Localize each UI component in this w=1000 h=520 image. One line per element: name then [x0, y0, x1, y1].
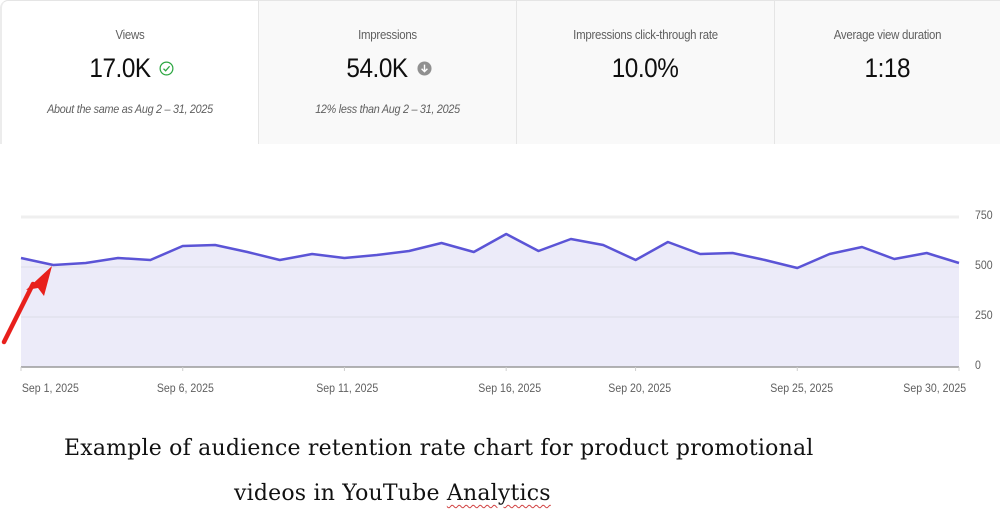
metric-value: 10.0%	[612, 53, 679, 83]
y-tick-label: 500	[975, 258, 993, 272]
metric-card-avg-view-duration[interactable]: Average view duration 1:18	[774, 0, 1000, 144]
metric-value: 17.0K	[89, 53, 151, 83]
metric-comparison: 12% less than Aug 2 – 31, 2025	[315, 102, 460, 116]
red-arrow-annotation-icon	[1, 266, 52, 345]
x-tick-label: Sep 1, 2025	[21, 381, 79, 395]
metric-card-views[interactable]: Views 17.0K About the same as Aug 2 – 31…	[0, 0, 258, 144]
metric-card-impressions[interactable]: Impressions 54.0K 12% less than Aug 2 – …	[258, 0, 516, 144]
y-tick-label: 750	[975, 208, 993, 222]
caption-line-1: Example of audience retention rate chart…	[64, 436, 814, 461]
check-circle-icon	[159, 61, 174, 76]
views-line-chart: 750 500 250 0 Sep 1, 2025 Sep 6, 2025 Se…	[0, 195, 1000, 410]
metric-label: Average view duration	[833, 27, 942, 42]
metric-comparison: About the same as Aug 2 – 31, 2025	[47, 102, 213, 116]
x-tick-label: Sep 30, 2025	[903, 381, 967, 395]
x-tick-label: Sep 11, 2025	[316, 381, 379, 395]
metric-cards: Views 17.0K About the same as Aug 2 – 31…	[0, 0, 1000, 144]
y-tick-label: 250	[975, 308, 993, 322]
chart-plot-area	[20, 215, 960, 371]
metric-label: Impressions	[358, 27, 417, 42]
caption-line-2-prefix: videos in YouTube	[234, 481, 447, 506]
metric-label: Views	[115, 27, 145, 42]
x-tick-label: Sep 6, 2025	[156, 381, 214, 395]
x-tick-label: Sep 20, 2025	[608, 381, 672, 395]
x-tick-label: Sep 25, 2025	[770, 381, 834, 395]
caption-line-2: videos in YouTube Analytics	[234, 481, 1000, 506]
y-tick-label: 0	[975, 358, 981, 372]
metric-card-ctr[interactable]: Impressions click-through rate 10.0%	[516, 0, 774, 144]
views-series-line[interactable]	[20, 232, 960, 270]
caption-spellcheck-word: Analytics	[446, 481, 551, 506]
x-tick-label: Sep 16, 2025	[478, 381, 542, 395]
metric-value: 1:18	[864, 53, 911, 83]
metric-value: 54.0K	[346, 53, 409, 83]
arrow-down-circle-icon	[417, 61, 432, 76]
metric-label: Impressions click-through rate	[573, 27, 718, 42]
